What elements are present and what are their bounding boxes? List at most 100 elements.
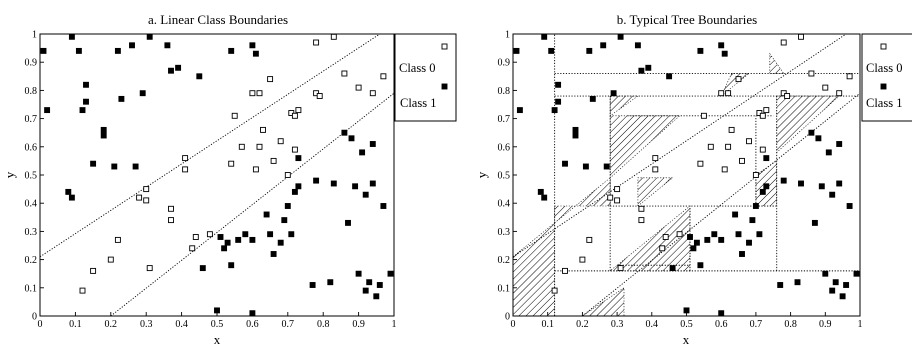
panel-a-x-tick-label: 0.5 bbox=[211, 319, 224, 330]
panel-b-class-0-point bbox=[638, 205, 645, 212]
panel-b-class-1-point bbox=[697, 262, 704, 269]
panel-b-x-axis-label: x bbox=[683, 332, 690, 346]
panel-b-class-1-point bbox=[752, 203, 759, 209]
panel-b-class-1-point bbox=[513, 47, 520, 54]
panel-b-class-1-point bbox=[721, 50, 728, 57]
panel-a-class-1-point bbox=[90, 160, 97, 167]
panel-a-points bbox=[40, 33, 394, 317]
panel-a-class-0-point bbox=[168, 205, 174, 212]
panel-a-class-1-point bbox=[100, 126, 107, 133]
panel-a-class-1-point bbox=[362, 191, 369, 198]
panel-b-class-1-point bbox=[586, 47, 593, 54]
panel-b-class-1-point bbox=[811, 219, 818, 226]
panel-a-x-tick-label: 0 bbox=[38, 319, 43, 330]
panel-b-class-0-point bbox=[739, 157, 745, 164]
panel-b-class-1-point bbox=[756, 231, 763, 238]
panel-a-class-0-point bbox=[146, 265, 153, 272]
panel-b-class-0-point bbox=[614, 197, 621, 204]
panel-b-hatched-region bbox=[776, 95, 840, 154]
panel-a-class-0-point bbox=[260, 126, 266, 133]
panel-a-class-1-point bbox=[68, 194, 75, 201]
panel-a-y-tick-label: 0.4 bbox=[25, 199, 38, 210]
panel-b-class-1-point bbox=[839, 293, 846, 300]
panel-b-hatched-region bbox=[512, 222, 555, 317]
panel-b-class-1-point bbox=[818, 183, 825, 190]
panel-b-hatched-region bbox=[637, 177, 674, 207]
panel-b-x-tick-label: 0.7 bbox=[750, 319, 763, 330]
panel-b-legend-box bbox=[861, 33, 912, 122]
panel-b-class-1-point bbox=[825, 149, 832, 156]
panel-b-y-tick-label: 0.4 bbox=[498, 199, 511, 210]
panel-b-class-1-point bbox=[815, 135, 822, 142]
panel-b-class-0-point bbox=[763, 107, 770, 114]
panel-b-class-1-point bbox=[690, 245, 697, 252]
panel-b-class-0-point bbox=[697, 160, 704, 167]
panel-b-class-1-point bbox=[735, 231, 742, 238]
panel-a-class-1-point bbox=[295, 155, 302, 162]
panel-b-class-0-point bbox=[759, 146, 766, 153]
panel-a-class-1-point bbox=[132, 163, 139, 170]
panel-a-class-1-point bbox=[252, 50, 259, 57]
panel-a-class-0-point bbox=[231, 112, 238, 119]
panel-b-class-0-point bbox=[586, 236, 593, 243]
panel-a-class-1-point bbox=[68, 33, 75, 40]
panel-b-class-1-point bbox=[836, 180, 843, 187]
panel-b-class-1-point bbox=[683, 307, 690, 314]
panel-a-class-0-point bbox=[228, 160, 235, 167]
panel-a-class-1-point bbox=[330, 180, 337, 187]
panel-b-class-1-point bbox=[794, 279, 801, 286]
panel-b-class-1-point bbox=[537, 188, 544, 195]
panel-a-class-1-point bbox=[369, 141, 376, 147]
panel-b-class-0-point bbox=[700, 112, 707, 119]
panel-b-hatched-region bbox=[609, 95, 639, 117]
panel-a-class-1-point bbox=[362, 287, 369, 294]
panel-b-class-1-point bbox=[718, 236, 725, 243]
panel-a-y-tick-label: 0.1 bbox=[25, 283, 38, 294]
panel-a-class-1-point bbox=[164, 42, 171, 49]
panel-b-class-0-point bbox=[718, 90, 725, 97]
panel-a-class-1-point bbox=[267, 231, 274, 238]
panel-b-class-0-point bbox=[784, 93, 791, 99]
panel-a-class-1-point bbox=[118, 95, 125, 102]
panel-a-class-1-point bbox=[380, 203, 387, 209]
panel-a-y-tick-label: 0.2 bbox=[25, 255, 38, 266]
panel-a-class-1-point bbox=[376, 282, 383, 288]
panel-b-class-0-point bbox=[551, 287, 558, 294]
panel-b-hatched-regions bbox=[512, 52, 840, 317]
panel-b-points bbox=[513, 33, 860, 317]
panel-b-class-1-point bbox=[562, 160, 568, 167]
panel-a-class-0-point bbox=[143, 186, 150, 193]
panel-a-class-1-point bbox=[249, 42, 256, 49]
panel-b-x-tick-label: 0.9 bbox=[819, 319, 832, 330]
panel-a-class-1-point bbox=[168, 67, 174, 74]
panel-a-x-tick-label: 0.8 bbox=[317, 319, 330, 330]
panel-b-y-tick-label: 0.9 bbox=[498, 58, 511, 69]
panel-a-class-0-point bbox=[330, 33, 337, 40]
panel-b-class-1-point bbox=[634, 42, 641, 49]
panel-b-class-0-point bbox=[614, 186, 621, 193]
panel-a-class-1-point bbox=[366, 279, 373, 286]
panel-b-legend-class-1-label: Class 1 bbox=[866, 96, 902, 110]
panel-b-class-1-point bbox=[555, 98, 562, 105]
panel-a-class-0-point bbox=[284, 172, 291, 178]
panel-b-class-1-point bbox=[572, 132, 579, 139]
panel-a-class-1-point bbox=[79, 107, 86, 114]
panel-b-class-1-point bbox=[843, 282, 850, 288]
panel-b-legend-class-0-label: Class 0 bbox=[866, 61, 902, 75]
panel-a-x-ticks: 0 0.1 0.2 0.3 0.4 0.5 0.6 0.7 0.8 0.9 1 bbox=[38, 312, 397, 330]
panel-a-class-1-point bbox=[196, 73, 203, 80]
panel-b-class-1-point bbox=[516, 107, 523, 114]
panel-b-class-1-point bbox=[853, 270, 860, 277]
panel-a-class-1-point bbox=[387, 270, 394, 277]
panel-a-class-1-point bbox=[270, 251, 277, 257]
panel-b-class-1-point bbox=[548, 47, 555, 54]
panel-b-y-tick-label: 0.5 bbox=[498, 171, 511, 182]
panel-a-class-1-point bbox=[242, 231, 249, 238]
panel-a-class-0-point bbox=[256, 143, 263, 150]
panel-a: a. Linear Class Boundaries 0 0.1 0.2 0.3 0.4… bbox=[2, 12, 457, 347]
panel-b-class-1-point bbox=[669, 265, 676, 272]
panel-b-class-0-point bbox=[676, 231, 683, 238]
panel-a-class-1-point bbox=[83, 81, 89, 88]
